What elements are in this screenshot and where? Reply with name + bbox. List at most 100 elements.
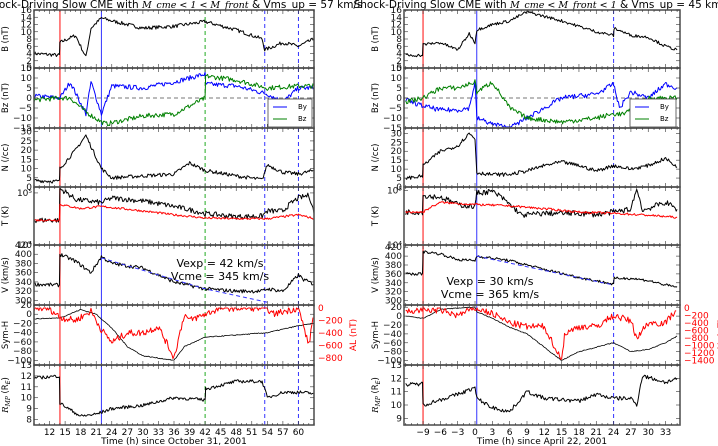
series-t (33, 187, 315, 224)
y-tick-label: −80 (13, 347, 32, 357)
al-axis-label: AL (nT) (349, 319, 359, 351)
x-tick-label: 24 (106, 428, 118, 438)
y-tick-label: 16 (391, 6, 403, 16)
y-axis-label: Bz (nT) (371, 83, 381, 113)
y-tick-label: 10 (21, 28, 33, 38)
series-by (33, 71, 315, 117)
x-tick-label: 39 (184, 428, 196, 438)
series-r-mp (405, 374, 678, 413)
y-tick-label: 9 (26, 405, 32, 415)
y-tick-label: 4 (396, 50, 402, 60)
y-tick-label: 20 (391, 303, 403, 313)
y-tick-label: 0 (26, 94, 32, 104)
series-sym-h (405, 306, 678, 361)
y-tick-label: 320 (15, 287, 32, 297)
al-tick-label: −600 (684, 326, 709, 336)
x-tick-label: 51 (246, 428, 257, 438)
y-tick-label: −80 (383, 348, 402, 358)
y-tick-label: 340 (385, 279, 402, 289)
series-b (405, 10, 678, 58)
y-tick-label: −20 (383, 321, 402, 331)
y-tick-label: 13 (391, 361, 402, 371)
y-tick-label: −60 (383, 339, 402, 349)
y-tick-label: 5 (396, 174, 402, 184)
y-tick-label: 5 (26, 84, 32, 94)
y-axis-label: RMP (RE) (1, 377, 12, 414)
panel-6: −100−80−60−40−20020Sym-H0−200−400−600−80… (1, 301, 359, 366)
panel-frame (403, 127, 681, 188)
series-n (33, 134, 315, 184)
x-tick-label: 18 (75, 428, 87, 438)
al-tick-label: 0 (318, 304, 324, 314)
y-tick-label: −15 (13, 124, 32, 134)
panel-frame (33, 364, 315, 426)
series-n (405, 132, 678, 180)
x-tick-label: 15 (556, 428, 567, 438)
y-tick-label: 11 (391, 388, 402, 398)
y-tick-label: 320 (385, 288, 402, 298)
y-tick-label: 2 (396, 57, 402, 67)
y-tick-label: 10 (21, 394, 33, 404)
y-tick-label: 8 (26, 35, 32, 45)
al-tick-label: −1400 (684, 356, 715, 366)
y-tick-label: 13 (21, 361, 32, 371)
y-tick-label: 4 (26, 50, 32, 60)
al-tick-label: −800 (684, 334, 709, 344)
y-tick-label: 20 (21, 301, 33, 311)
y-tick-label: 9 (396, 414, 402, 424)
series-t-expected (405, 201, 678, 219)
panel-4: 10⁵ 10⁴ T (K) (371, 186, 681, 251)
series-by (405, 80, 678, 128)
series-v-fit (101, 257, 268, 303)
al-tick-label: −200 (684, 311, 709, 321)
y-tick-label: 10 (391, 165, 403, 175)
y-tick-label: 8 (26, 416, 32, 426)
vexp-annotation: Vexp = 42 km/s (177, 257, 264, 270)
y-tick-label: −5 (389, 104, 402, 114)
y-axis-label: Sym-H (371, 321, 381, 349)
y-axis-label: RMP (RE) (371, 377, 382, 414)
al-tick-label: −1000 (684, 341, 715, 351)
panel-frame (403, 9, 681, 69)
x-tick-label: 24 (608, 428, 620, 438)
y-axis-label: N (/cc) (371, 144, 381, 172)
y-tick-label: 15 (391, 64, 402, 74)
y-tick-label: 0 (26, 64, 32, 74)
y-tick-label: 20 (391, 147, 403, 157)
y-tick-label: 10 (391, 28, 403, 38)
y-tick-label: 15 (21, 64, 32, 74)
y-axis-label: B (nT) (371, 26, 381, 52)
y-tick-label: −10 (13, 114, 32, 124)
x-tick-label: 9 (524, 428, 530, 438)
x-tick-label: 18 (573, 428, 585, 438)
y-tick-label: 300 (385, 297, 402, 307)
panel-7: 9 10 11 12 13 RMP (RE) (371, 361, 681, 426)
x-tick-label: 33 (153, 428, 164, 438)
series-v-fit (476, 255, 614, 286)
y-tick-label: 15 (21, 155, 32, 165)
figure-2: Shock-Driving Slow CME with M_cme < M_fr… (354, 0, 718, 446)
y-tick-label: 11 (21, 383, 32, 393)
y-tick-label: 20 (21, 146, 33, 156)
legend-by: By (298, 103, 307, 111)
y-tick-label: 300 (15, 296, 32, 306)
x-tick-label: 60 (293, 428, 305, 438)
y-tick-label: 10⁵ (17, 189, 32, 199)
y-tick-label: 380 (385, 261, 402, 271)
legend-by: By (660, 103, 669, 111)
x-tick-label: 27 (625, 428, 636, 438)
x-tick-label: −9 (416, 428, 430, 438)
y-tick-label: −20 (13, 319, 32, 329)
figure-title: Shock-Driving Slow CME with M_cme < M_fr… (354, 0, 718, 11)
y-tick-label: 25 (391, 138, 402, 148)
y-tick-label: −40 (13, 329, 32, 339)
series-al (33, 307, 314, 360)
y-tick-label: 10⁴ (17, 241, 32, 251)
y-tick-label: 6 (26, 42, 32, 52)
legend-bz: Bz (660, 115, 669, 123)
panel-frame (403, 364, 681, 426)
